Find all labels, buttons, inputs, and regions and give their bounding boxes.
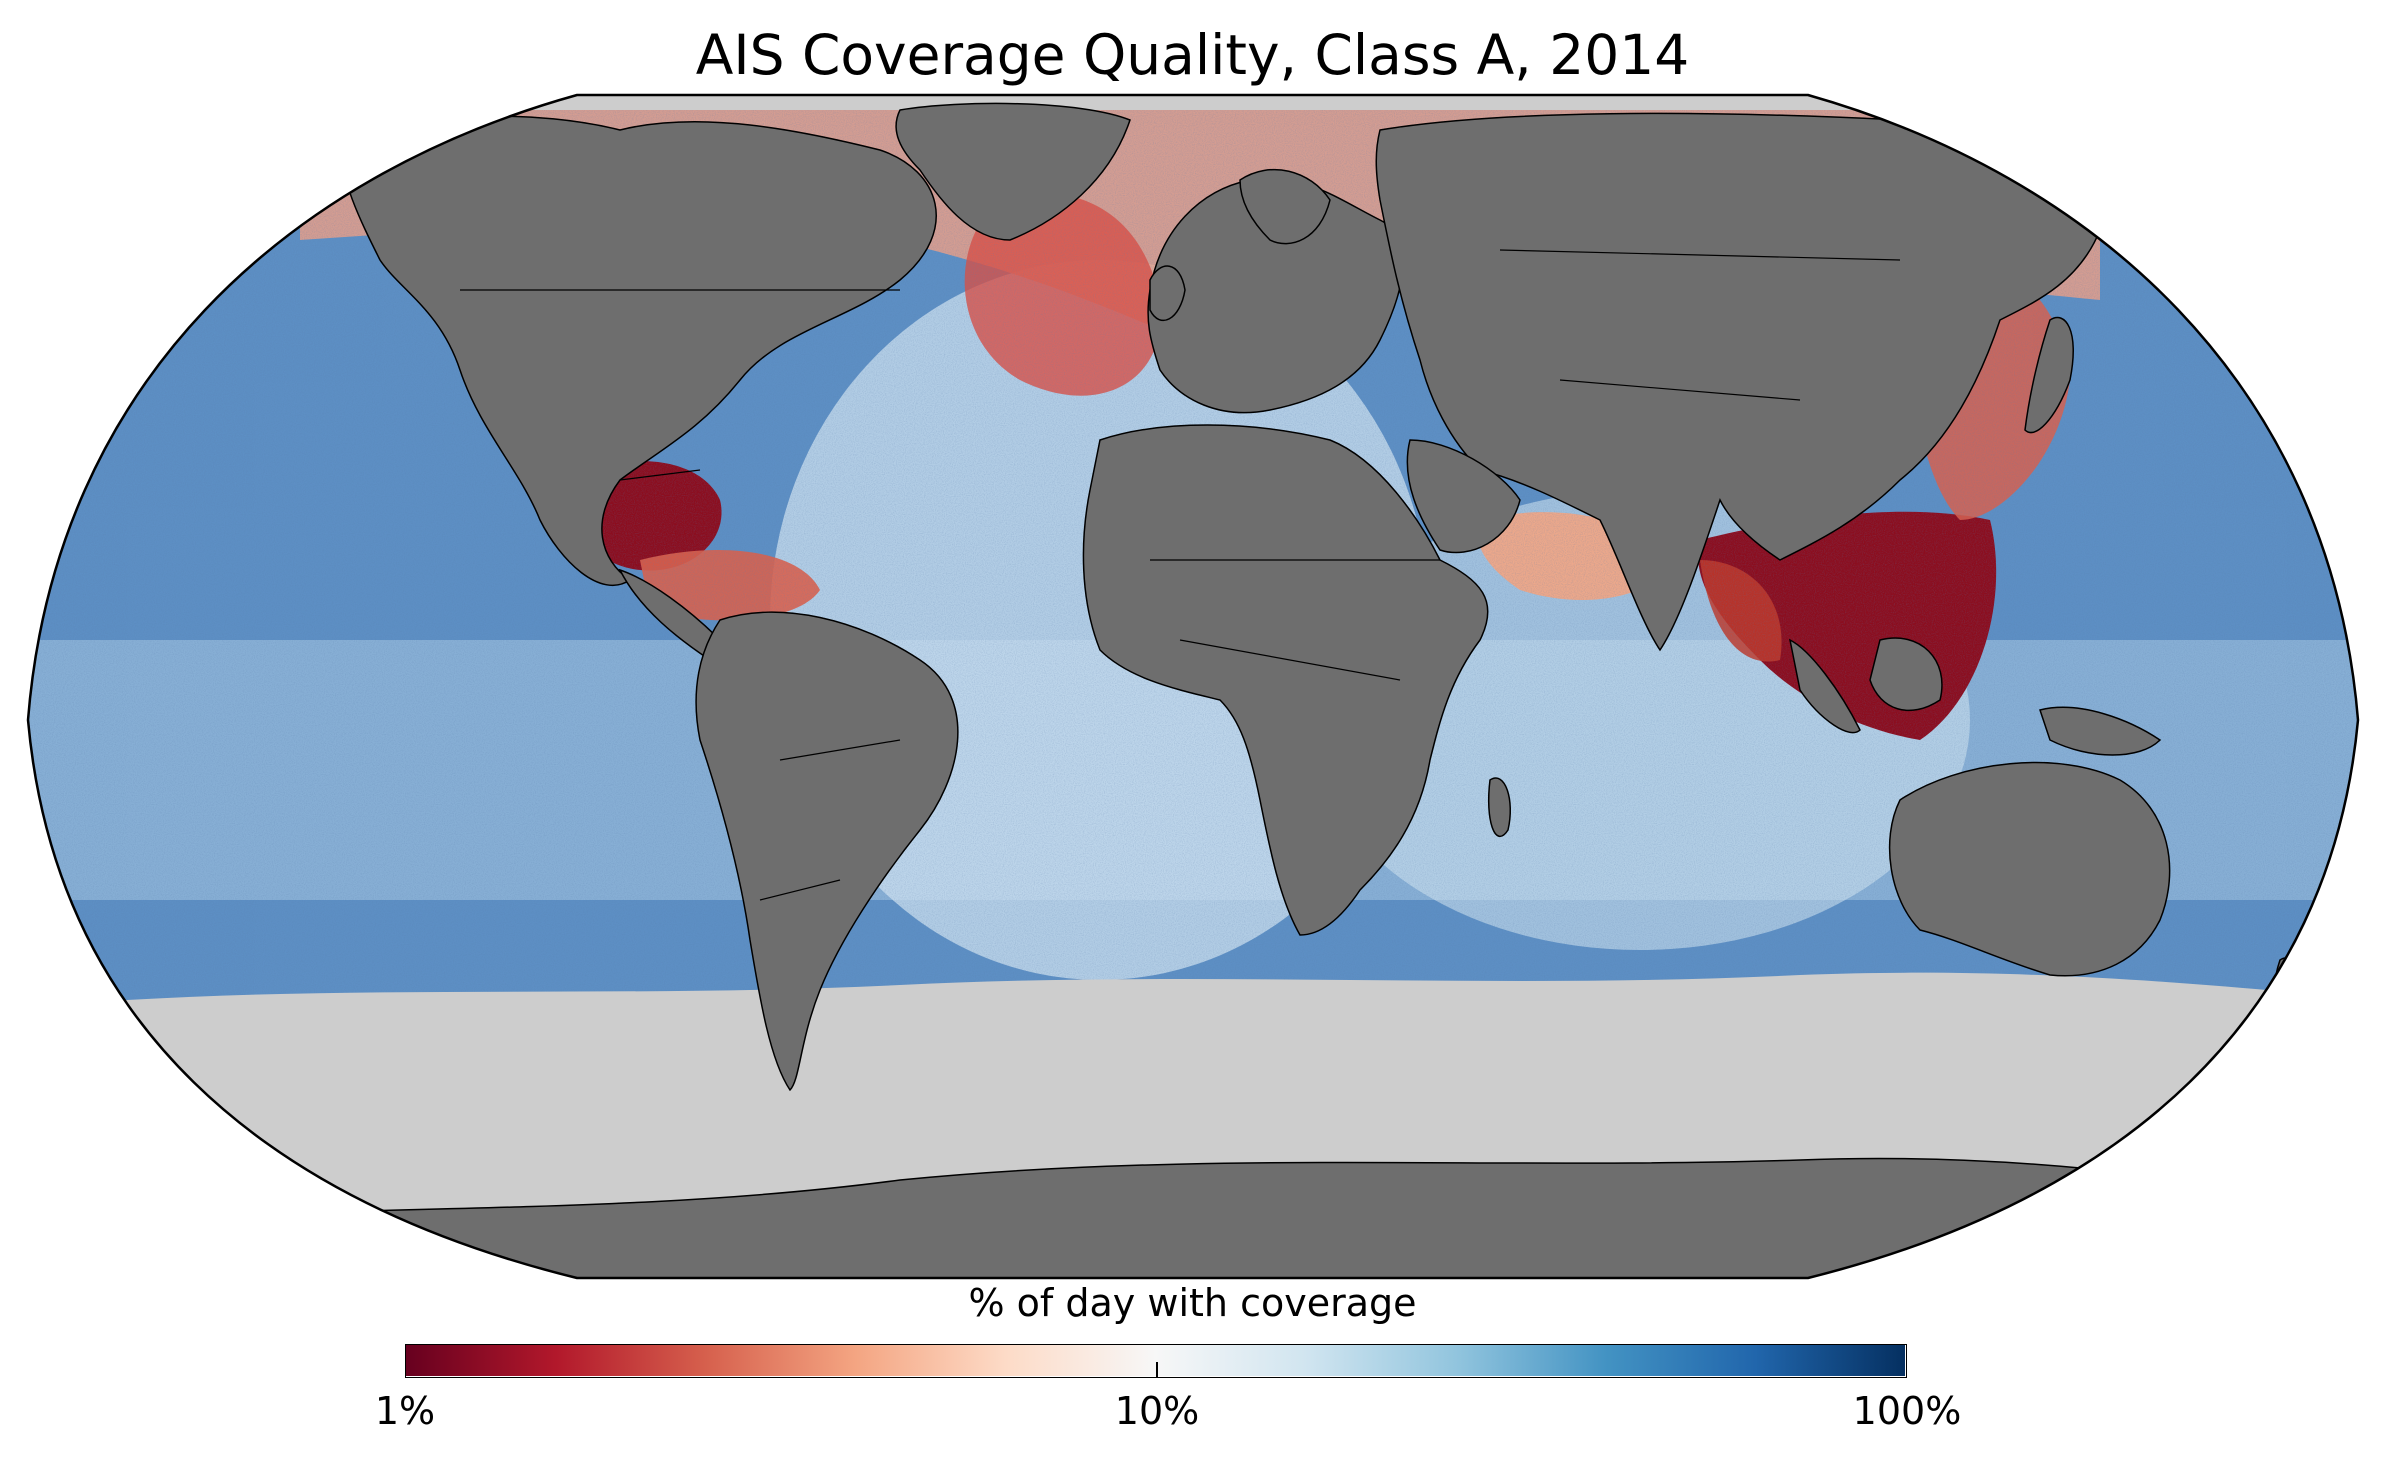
north-america bbox=[339, 115, 937, 587]
colorbar-tick-label-max: 100% bbox=[1852, 1389, 1962, 1433]
land-masses bbox=[28, 102, 2358, 1278]
new-guinea bbox=[2039, 706, 2162, 756]
madagascar bbox=[1487, 777, 1512, 838]
japan bbox=[2024, 316, 2074, 434]
colorbar-label: % of day with coverage bbox=[968, 1281, 1417, 1325]
map-title: AIS Coverage Quality, Class A, 2014 bbox=[695, 23, 1690, 87]
colorbar-tick-label-mid: 10% bbox=[1114, 1389, 1200, 1433]
africa bbox=[1082, 424, 1489, 936]
colorbar bbox=[405, 1344, 1907, 1378]
colorbar-tick-mid bbox=[1156, 1362, 1158, 1378]
australia bbox=[1888, 761, 2171, 977]
colorbar-tick-label-min: 1% bbox=[374, 1389, 436, 1433]
greenland bbox=[895, 102, 1131, 241]
country-borders bbox=[460, 249, 1901, 901]
arctic-no-data bbox=[400, 95, 2000, 110]
borneo bbox=[1869, 637, 1943, 711]
great-britain bbox=[1149, 265, 1186, 322]
colorbar-gradient bbox=[406, 1345, 1905, 1376]
scandinavia bbox=[1239, 168, 1331, 245]
map-globe bbox=[28, 95, 2358, 1278]
map-boundary bbox=[26, 93, 2360, 1280]
arabian-peninsula bbox=[1406, 439, 1521, 554]
south-america bbox=[695, 611, 959, 1092]
new-zealand bbox=[2274, 957, 2296, 1004]
sumatra bbox=[1788, 638, 1861, 734]
